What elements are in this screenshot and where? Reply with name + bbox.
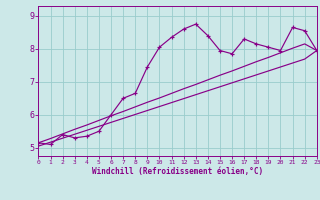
X-axis label: Windchill (Refroidissement éolien,°C): Windchill (Refroidissement éolien,°C) [92,167,263,176]
